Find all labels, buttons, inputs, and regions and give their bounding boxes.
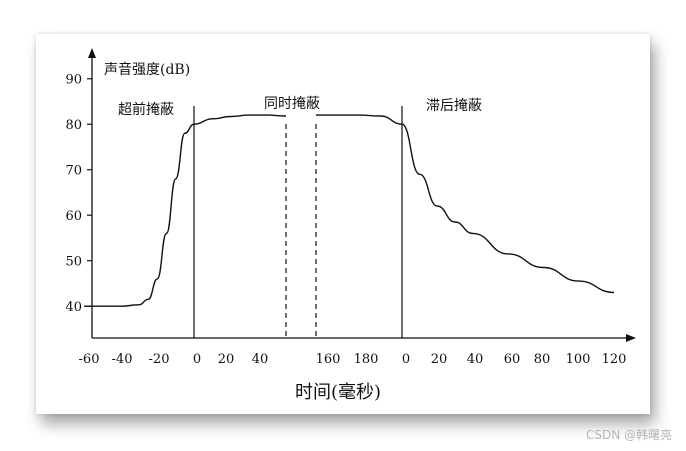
- x-tick-label: 120: [602, 352, 627, 367]
- watermark: CSDN @韩曙亮: [585, 428, 672, 442]
- x-tick-label: 100: [566, 352, 591, 367]
- masking-chart: 声音强度(dB) 90 80 70 60 50 40 -60 -40 -20 0 20 40 160 180…: [65, 48, 636, 403]
- x-tick-label: 0: [193, 352, 201, 367]
- y-tick-label: 70: [65, 164, 82, 179]
- masking-curve-segment: [193, 114, 287, 125]
- y-tick-label: 40: [65, 300, 82, 315]
- x-tick-label: 20: [218, 352, 235, 367]
- x-tick-label: -60: [79, 352, 100, 367]
- y-axis-arrow: [88, 48, 96, 58]
- y-tick-label: 90: [65, 73, 82, 88]
- x-tick-label: -40: [112, 352, 133, 367]
- masking-curve-segment: [316, 114, 403, 125]
- x-tick-label: -20: [149, 352, 170, 367]
- x-axis-arrow: [626, 334, 636, 342]
- masking-curve-segment: [401, 123, 615, 294]
- region-label: 同时掩蔽: [264, 96, 320, 112]
- y-tick-label: 80: [65, 118, 82, 133]
- x-tick-label: 0: [402, 352, 410, 367]
- x-tick-label: 40: [467, 352, 484, 367]
- x-tick-label: 20: [431, 352, 448, 367]
- y-axis-label: 声音强度(dB): [104, 61, 190, 78]
- masking-curve-segment: [84, 123, 195, 307]
- region-label: 滞后掩蔽: [426, 98, 482, 114]
- y-tick-label: 60: [65, 209, 82, 224]
- chart-card: 声音强度(dB) 90 80 70 60 50 40 -60 -40 -20 0 20 40 160 180…: [36, 34, 650, 414]
- x-tick-label: 160: [316, 352, 341, 367]
- x-tick-label: 180: [354, 352, 379, 367]
- x-tick-label: 80: [534, 352, 551, 367]
- y-tick-label: 50: [65, 255, 82, 270]
- x-tick-label: 60: [504, 352, 521, 367]
- region-label: 超前掩蔽: [118, 101, 174, 118]
- x-tick-label: 40: [252, 352, 269, 367]
- x-axis-label: 时间(毫秒): [295, 382, 381, 403]
